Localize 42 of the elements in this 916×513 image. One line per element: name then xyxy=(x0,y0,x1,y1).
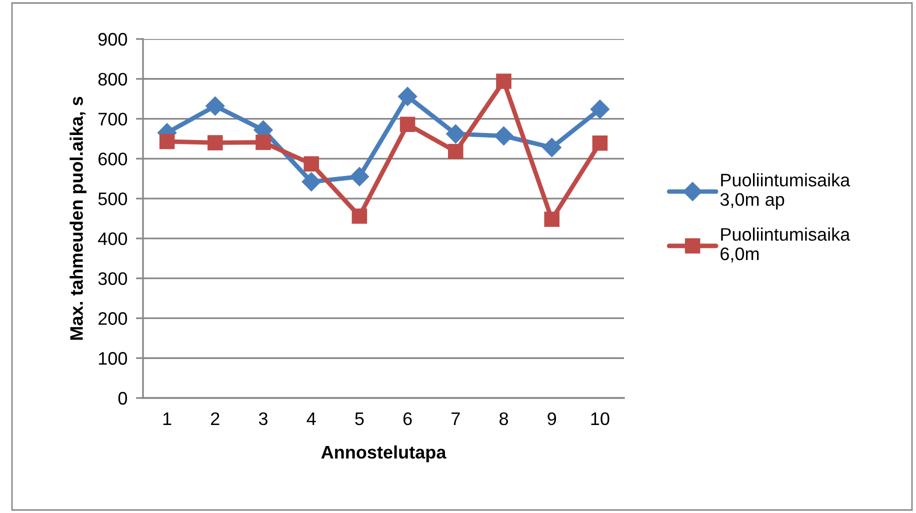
y-tick-label: 600 xyxy=(98,152,128,166)
y-tick-label: 200 xyxy=(98,312,128,325)
point xyxy=(304,156,319,172)
x-tick-label: 7 xyxy=(452,412,460,425)
legend-label: Puoliintumisaika 3,0m ap xyxy=(720,173,850,210)
x-tick-label: 5 xyxy=(355,412,364,426)
point xyxy=(592,135,608,151)
point xyxy=(159,134,175,150)
point xyxy=(544,212,560,227)
x-tick-label: 4 xyxy=(306,412,316,425)
y-tick-label: 700 xyxy=(98,112,128,126)
y-tick-label: 0 xyxy=(118,392,128,405)
x-tick-label: 10 xyxy=(591,412,610,426)
point xyxy=(208,135,223,150)
x-tick-label: 6 xyxy=(403,412,412,426)
x-tick-label: 8 xyxy=(500,412,508,426)
point xyxy=(542,138,562,158)
point xyxy=(400,116,416,132)
x-tick-label: 1 xyxy=(163,412,172,425)
y-axis-title: Max. tahmeuden puol.aika, s xyxy=(70,96,86,340)
y-tick-label: 800 xyxy=(98,72,128,86)
point xyxy=(206,96,225,116)
y-tick-label: 100 xyxy=(98,352,128,365)
y-tick-label: 400 xyxy=(98,232,128,246)
point xyxy=(352,208,368,224)
point xyxy=(398,86,418,106)
x-tick-label: 9 xyxy=(548,412,556,426)
point xyxy=(446,124,466,144)
point xyxy=(496,74,512,89)
x-tick-label: 2 xyxy=(211,412,220,425)
x-axis-title: Annostelutapa xyxy=(321,445,446,462)
point xyxy=(448,144,464,160)
legend-label: Puoliintumisaika 6,0m xyxy=(720,228,850,262)
y-tick-label: 300 xyxy=(98,272,128,286)
point xyxy=(256,134,271,150)
y-tick-label: 900 xyxy=(98,32,128,46)
point xyxy=(350,167,369,186)
point xyxy=(590,100,610,119)
y-tick-label: 500 xyxy=(98,192,128,206)
point xyxy=(494,126,514,146)
point xyxy=(302,172,321,192)
x-tick-label: 3 xyxy=(258,412,268,426)
